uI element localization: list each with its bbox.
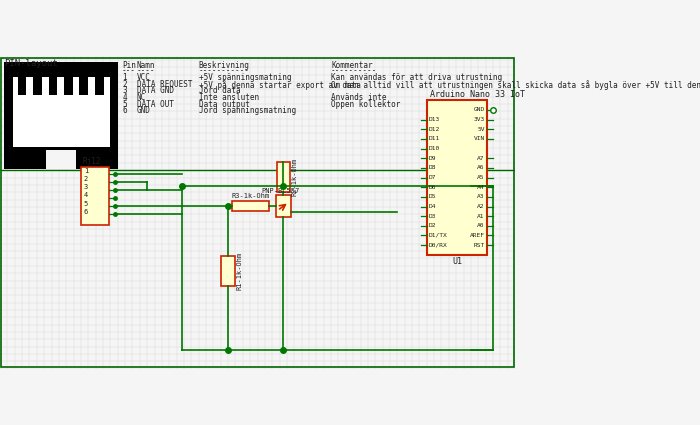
Text: Beskrivning: Beskrivning <box>199 61 249 70</box>
Text: Kommentar: Kommentar <box>331 61 372 70</box>
Text: 4: 4 <box>84 193 88 198</box>
Text: D8: D8 <box>429 165 436 170</box>
Bar <box>81 167 109 225</box>
Text: D9: D9 <box>429 156 436 161</box>
Text: U1: U1 <box>452 257 462 266</box>
Text: Om man alltid vill att utrustningen skall skicka data så bygla över +5V till den: Om man alltid vill att utrustningen skal… <box>331 80 700 90</box>
Text: 1: 1 <box>84 168 88 174</box>
Text: DATA OUT: DATA OUT <box>136 99 174 108</box>
Text: Arduino Nano 33 IoT: Arduino Nano 33 IoT <box>430 90 526 99</box>
Text: A6: A6 <box>477 165 485 170</box>
Text: 3: 3 <box>122 86 127 95</box>
Text: Jord spänningsmatning: Jord spänningsmatning <box>199 106 296 115</box>
Text: +5V spänningsmatning: +5V spänningsmatning <box>199 73 291 82</box>
Text: ---: --- <box>122 66 136 76</box>
Text: ----: ---- <box>136 66 155 76</box>
Text: DATA REQUEST: DATA REQUEST <box>136 80 192 89</box>
Text: 6: 6 <box>84 209 88 215</box>
Text: D0/RX: D0/RX <box>429 243 448 248</box>
Bar <box>95 71 104 95</box>
Text: ----------: ---------- <box>331 66 377 76</box>
Text: +5V på denna startar export av data: +5V på denna startar export av data <box>199 80 360 90</box>
Text: Kan användas för att driva utrustning: Kan användas för att driva utrustning <box>331 73 502 82</box>
Bar <box>276 195 290 217</box>
Text: AREF: AREF <box>470 233 485 238</box>
Text: DATA GND: DATA GND <box>136 86 174 95</box>
Text: D7: D7 <box>429 175 436 180</box>
Text: D4: D4 <box>429 204 436 209</box>
Bar <box>64 71 73 95</box>
Text: VIN: VIN <box>474 136 485 142</box>
Text: A0: A0 <box>477 223 485 228</box>
Text: Öppen kollektor: Öppen kollektor <box>331 99 400 110</box>
Text: A2: A2 <box>477 204 485 209</box>
Bar <box>48 71 57 95</box>
Text: GND: GND <box>136 106 150 115</box>
Text: VCC: VCC <box>136 73 150 82</box>
Bar <box>33 71 42 95</box>
Text: 3V3: 3V3 <box>474 117 485 122</box>
Text: A3: A3 <box>477 194 485 199</box>
Text: 2: 2 <box>122 80 127 89</box>
Text: 5: 5 <box>84 201 88 207</box>
Text: Namn: Namn <box>136 61 155 70</box>
Text: D13: D13 <box>429 117 440 122</box>
Text: PIN-layout: PIN-layout <box>4 59 58 68</box>
Text: Inte ansluten: Inte ansluten <box>199 93 259 102</box>
Text: D10: D10 <box>429 146 440 151</box>
Text: Pin: Pin <box>122 61 136 70</box>
Text: D1/TX: D1/TX <box>429 233 448 238</box>
Text: RST: RST <box>474 243 485 248</box>
Text: 4: 4 <box>122 93 127 102</box>
Text: R3-1k-Ohm: R3-1k-Ohm <box>231 193 270 199</box>
Bar <box>276 162 290 192</box>
Text: Jord data: Jord data <box>199 86 240 95</box>
Text: 1: 1 <box>20 96 25 106</box>
Text: D5: D5 <box>429 194 436 199</box>
Bar <box>18 71 27 95</box>
Text: 2: 2 <box>35 96 40 106</box>
Text: Rj12: Rj12 <box>83 157 101 166</box>
Bar <box>80 71 88 95</box>
Text: NC: NC <box>136 93 146 102</box>
Text: Används inte: Används inte <box>331 93 386 102</box>
Bar <box>232 201 269 211</box>
Bar <box>13 77 110 147</box>
Text: A5: A5 <box>477 175 485 180</box>
Text: A1: A1 <box>477 214 485 219</box>
Text: R2-1k-Ohm: R2-1k-Ohm <box>291 158 298 196</box>
Text: D6: D6 <box>429 185 436 190</box>
Text: 2: 2 <box>84 176 88 182</box>
Text: 5V: 5V <box>477 127 485 132</box>
Text: 6: 6 <box>97 96 102 106</box>
Text: 5: 5 <box>81 96 86 106</box>
Text: A7: A7 <box>477 156 485 161</box>
Bar <box>427 100 487 255</box>
Text: 3: 3 <box>84 184 88 190</box>
Text: 1: 1 <box>122 73 127 82</box>
Text: PNP-BC557: PNP-BC557 <box>261 188 300 194</box>
Text: 3: 3 <box>50 96 55 106</box>
Text: 5: 5 <box>122 99 127 108</box>
Text: D3: D3 <box>429 214 436 219</box>
Text: A4: A4 <box>477 185 485 190</box>
Text: 6: 6 <box>122 106 127 115</box>
Bar <box>46 150 76 169</box>
Text: Data output: Data output <box>199 99 249 108</box>
Text: D2: D2 <box>429 223 436 228</box>
Text: 4: 4 <box>66 96 71 106</box>
Text: D11: D11 <box>429 136 440 142</box>
Text: GND: GND <box>474 108 485 113</box>
Text: D12: D12 <box>429 127 440 132</box>
Bar <box>4 62 118 169</box>
Text: R1-1k-Ohm: R1-1k-Ohm <box>236 252 242 290</box>
Bar <box>221 256 234 286</box>
Text: -----------: ----------- <box>199 66 249 76</box>
